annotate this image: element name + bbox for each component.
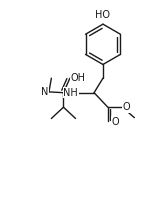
Text: N: N <box>41 87 49 97</box>
Text: O: O <box>111 117 119 127</box>
Text: NH: NH <box>63 88 78 98</box>
Text: O: O <box>123 102 130 112</box>
Text: OH: OH <box>71 73 86 83</box>
Text: HO: HO <box>95 10 111 20</box>
